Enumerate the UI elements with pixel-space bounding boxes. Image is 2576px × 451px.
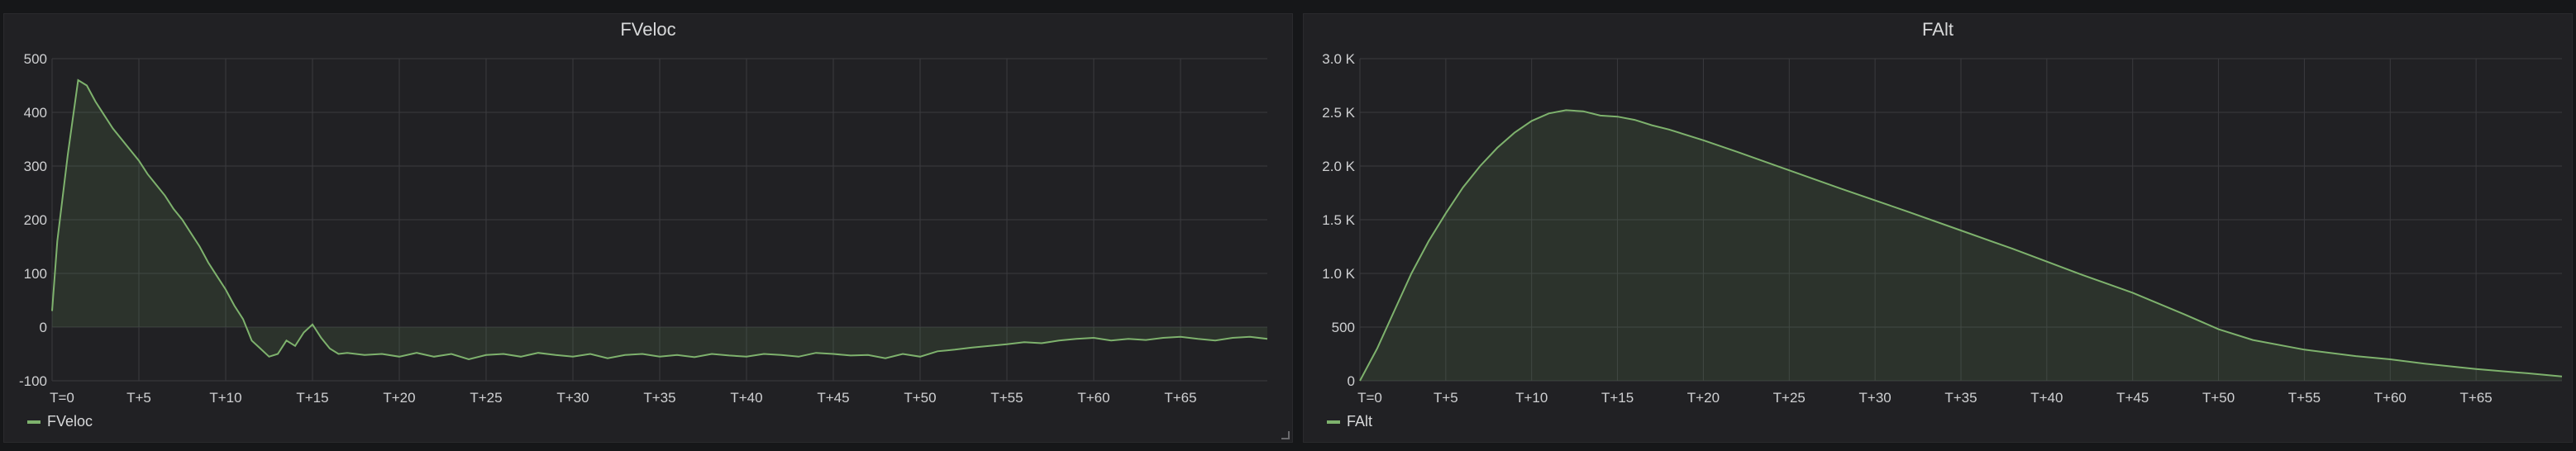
legend-label: FVeloc	[47, 413, 93, 430]
x-tick-label: T+10	[209, 390, 241, 406]
x-tick-label: T+60	[2374, 390, 2407, 406]
y-tick-label: 2.0 K	[1322, 159, 1355, 174]
y-tick-label: 3.0 K	[1322, 51, 1355, 67]
x-tick-label: T+65	[1164, 390, 1196, 406]
x-tick-label: T+20	[383, 390, 415, 406]
y-tick-label: 1.0 K	[1322, 266, 1355, 282]
x-tick-label: T=0	[50, 390, 74, 406]
x-tick-label: T+5	[126, 390, 151, 406]
x-tick-label: T+45	[2116, 390, 2149, 406]
y-tick-label: 0	[1348, 373, 1355, 389]
y-tick-label: 2.5 K	[1322, 105, 1355, 121]
x-tick-label: T+50	[904, 390, 936, 406]
falt-panel: FAlt 3.0 K 2.5 K 2.0 K 1.5 K 1.0 K 500 0 T=0 T+5…	[1303, 13, 2573, 443]
x-tick-label: T+25	[470, 390, 502, 406]
falt-chart: 3.0 K 2.5 K 2.0 K 1.5 K 1.0 K 500 0T=0 T+5 T+10 T…	[1304, 14, 2574, 444]
y-tick-label: 100	[24, 266, 47, 282]
x-tick-label: T+65	[2460, 390, 2493, 406]
y-tick-label: 500	[1332, 320, 1355, 335]
y-tick-label: 1.5 K	[1322, 212, 1355, 228]
x-tick-label: T+50	[2202, 390, 2235, 406]
legend-swatch	[1327, 420, 1340, 424]
x-tick-label: T+45	[817, 390, 849, 406]
x-tick-label: T+40	[2030, 390, 2063, 406]
x-tick-label: T+55	[2288, 390, 2321, 406]
y-tick-label: -100	[19, 373, 47, 389]
x-tick-label: T+55	[990, 390, 1023, 406]
y-tick-label: 500	[24, 51, 47, 67]
y-tick-label: 0	[40, 320, 47, 335]
x-tick-label: T+20	[1687, 390, 1720, 406]
y-tick-label: 300	[24, 159, 47, 174]
x-tick-label: T+10	[1515, 390, 1548, 406]
x-tick-label: T+30	[1859, 390, 1891, 406]
x-tick-label: T+15	[296, 390, 328, 406]
y-tick-label: 200	[24, 212, 47, 228]
legend-label: FAlt	[1347, 413, 1372, 430]
x-tick-label: T=0	[1357, 390, 1382, 406]
fveloc-panel: FVeloc 500 400 300 200 100 0 -100 T=0 T+5 T+10 T+1…	[3, 13, 1293, 443]
x-tick-label: T+5	[1433, 390, 1458, 406]
x-tick-label: T+35	[643, 390, 675, 406]
legend[interactable]: FAlt	[1327, 413, 1372, 430]
x-tick-label: T+15	[1601, 390, 1634, 406]
legend[interactable]: FVeloc	[27, 413, 93, 430]
x-tick-label: T+30	[556, 390, 589, 406]
legend-swatch	[27, 420, 41, 424]
x-tick-label: T+25	[1773, 390, 1806, 406]
x-tick-label: T+40	[730, 390, 762, 406]
x-tick-label: T+60	[1077, 390, 1109, 406]
y-tick-label: 400	[24, 105, 47, 121]
x-tick-label: T+35	[1944, 390, 1977, 406]
resize-handle[interactable]	[1281, 431, 1290, 439]
